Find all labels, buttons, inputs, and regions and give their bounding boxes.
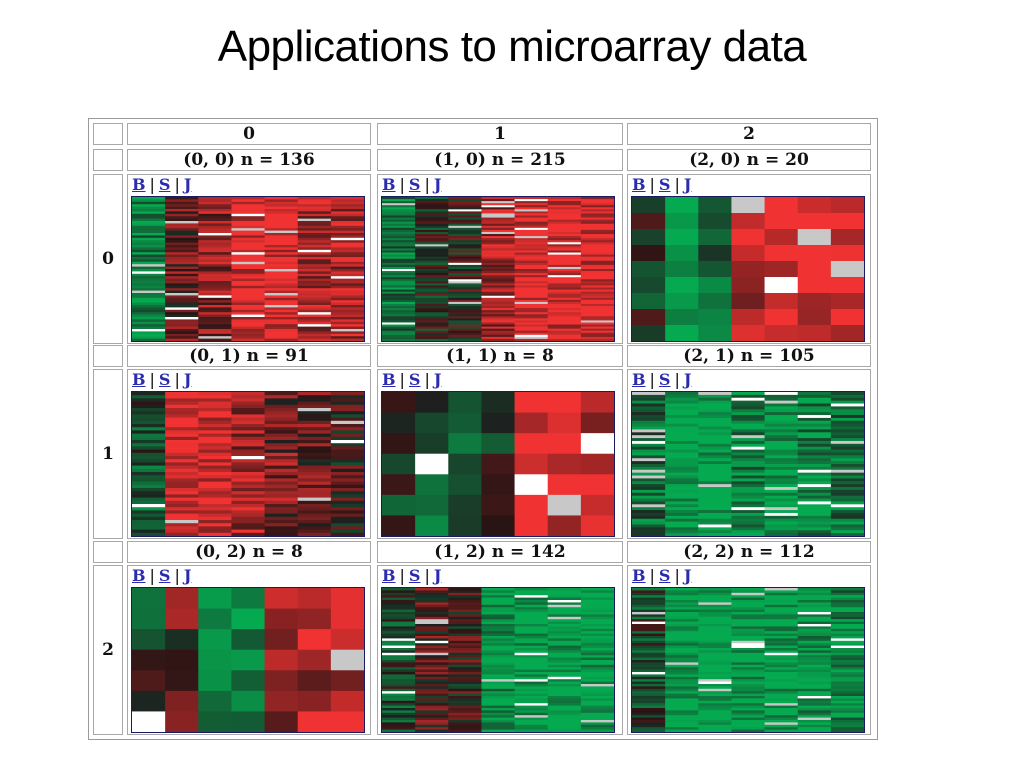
link-separator: | <box>674 175 680 194</box>
link-j[interactable]: J <box>433 175 442 194</box>
cluster-label-2-1: (2, 1) n = 105 <box>627 345 871 367</box>
som-grid-table: 0 1 2 (0, 0) n = 136 (1, 0) n = 215 (2, … <box>88 118 878 740</box>
cluster-label-0-1: (0, 1) n = 91 <box>127 345 371 367</box>
link-separator: | <box>649 175 655 194</box>
link-j[interactable]: J <box>183 370 192 389</box>
link-separator: | <box>674 370 680 389</box>
link-j[interactable]: J <box>183 175 192 194</box>
link-b[interactable]: B <box>132 175 146 194</box>
cluster-panel-2-0: B | S | J <box>627 174 871 344</box>
cluster-heatmap <box>381 391 615 537</box>
link-separator: | <box>649 566 655 585</box>
link-separator: | <box>174 370 180 389</box>
bsj-links: B | S | J <box>132 372 191 388</box>
link-b[interactable]: B <box>632 370 646 389</box>
link-b[interactable]: B <box>632 175 646 194</box>
link-separator: | <box>424 175 430 194</box>
cluster-heatmap <box>131 391 365 537</box>
row-spacer-1 <box>93 345 123 367</box>
row-spacer-2 <box>93 541 123 563</box>
link-b[interactable]: B <box>632 566 646 585</box>
link-s[interactable]: S <box>158 175 171 194</box>
link-b[interactable]: B <box>382 175 396 194</box>
link-s[interactable]: S <box>408 175 421 194</box>
cluster-label-0-0: (0, 0) n = 136 <box>127 149 371 171</box>
row-header-0: 0 <box>93 174 123 344</box>
link-separator: | <box>174 566 180 585</box>
bsj-links: B | S | J <box>382 177 441 193</box>
link-separator: | <box>424 370 430 389</box>
link-separator: | <box>424 566 430 585</box>
cluster-label-1-2: (1, 2) n = 142 <box>377 541 623 563</box>
link-separator: | <box>399 370 405 389</box>
cluster-heatmap <box>131 587 365 733</box>
link-separator: | <box>399 175 405 194</box>
link-s[interactable]: S <box>408 370 421 389</box>
row-header-1: 1 <box>93 369 123 539</box>
link-s[interactable]: S <box>158 370 171 389</box>
corner-cell <box>93 123 123 145</box>
cluster-label-1-0: (1, 0) n = 215 <box>377 149 623 171</box>
bsj-links: B | S | J <box>632 177 691 193</box>
link-j[interactable]: J <box>433 370 442 389</box>
link-separator: | <box>149 370 155 389</box>
link-b[interactable]: B <box>132 566 146 585</box>
link-j[interactable]: J <box>183 566 192 585</box>
cluster-panel-1-0: B | S | J <box>377 174 623 344</box>
cluster-heatmap <box>131 196 365 342</box>
cluster-panel-0-2: B | S | J <box>127 565 371 735</box>
link-j[interactable]: J <box>683 370 692 389</box>
bsj-links: B | S | J <box>632 568 691 584</box>
cluster-heatmap <box>631 196 865 342</box>
link-s[interactable]: S <box>658 566 671 585</box>
link-separator: | <box>149 566 155 585</box>
link-separator: | <box>674 566 680 585</box>
bsj-links: B | S | J <box>132 177 191 193</box>
cluster-panel-0-0: B | S | J <box>127 174 371 344</box>
cluster-heatmap <box>381 196 615 342</box>
column-header-0: 0 <box>127 123 371 145</box>
cluster-heatmap <box>631 587 865 733</box>
cluster-label-2-0: (2, 0) n = 20 <box>627 149 871 171</box>
link-s[interactable]: S <box>158 566 171 585</box>
link-j[interactable]: J <box>683 175 692 194</box>
cluster-label-1-1: (1, 1) n = 8 <box>377 345 623 367</box>
link-s[interactable]: S <box>658 175 671 194</box>
cluster-heatmap <box>631 391 865 537</box>
link-b[interactable]: B <box>382 370 396 389</box>
bsj-links: B | S | J <box>632 372 691 388</box>
cluster-panel-2-2: B | S | J <box>627 565 871 735</box>
link-separator: | <box>649 370 655 389</box>
link-s[interactable]: S <box>658 370 671 389</box>
link-s[interactable]: S <box>408 566 421 585</box>
link-j[interactable]: J <box>433 566 442 585</box>
cluster-heatmap <box>381 587 615 733</box>
link-separator: | <box>149 175 155 194</box>
row-spacer-0 <box>93 149 123 171</box>
cluster-panel-1-1: B | S | J <box>377 369 623 539</box>
cluster-panel-1-2: B | S | J <box>377 565 623 735</box>
cluster-label-0-2: (0, 2) n = 8 <box>127 541 371 563</box>
link-j[interactable]: J <box>683 566 692 585</box>
bsj-links: B | S | J <box>382 568 441 584</box>
row-header-2: 2 <box>93 565 123 735</box>
column-header-1: 1 <box>377 123 623 145</box>
slide-title: Applications to microarray data <box>217 22 807 71</box>
link-b[interactable]: B <box>132 370 146 389</box>
cluster-panel-2-1: B | S | J <box>627 369 871 539</box>
bsj-links: B | S | J <box>132 568 191 584</box>
link-b[interactable]: B <box>382 566 396 585</box>
link-separator: | <box>399 566 405 585</box>
column-header-2: 2 <box>627 123 871 145</box>
cluster-label-2-2: (2, 2) n = 112 <box>627 541 871 563</box>
cluster-panel-0-1: B | S | J <box>127 369 371 539</box>
link-separator: | <box>174 175 180 194</box>
bsj-links: B | S | J <box>382 372 441 388</box>
